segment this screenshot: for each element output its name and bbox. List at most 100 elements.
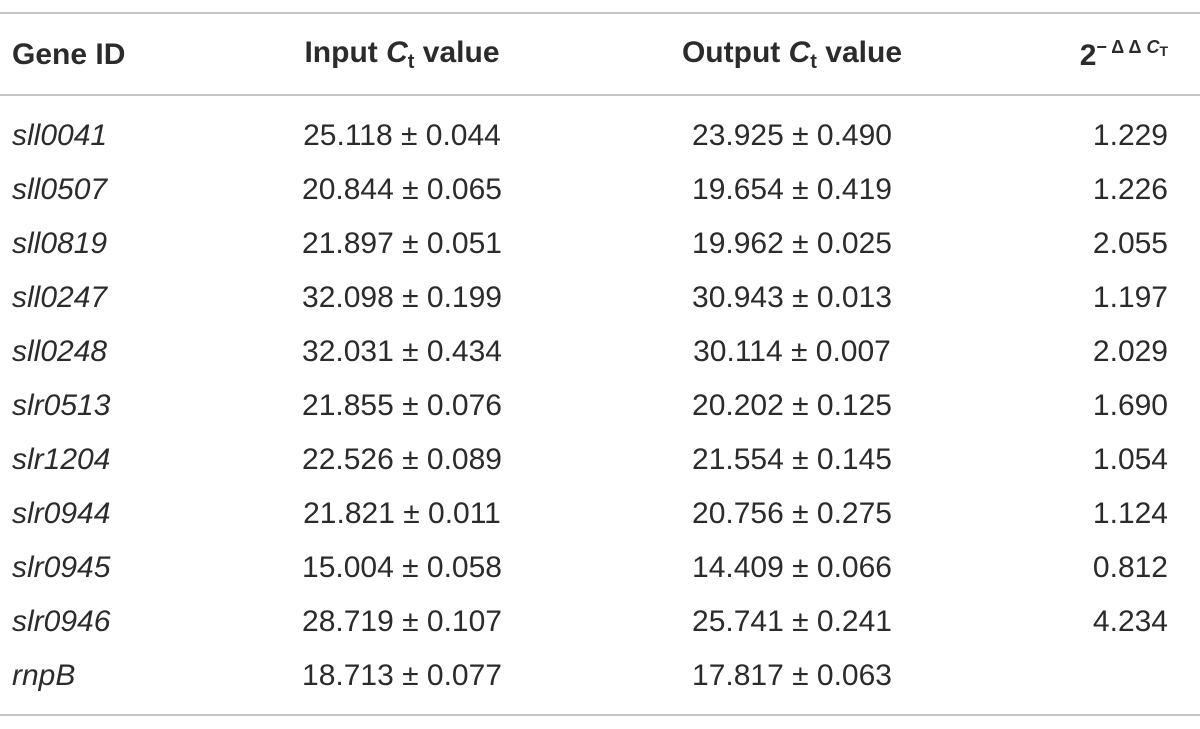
input-ct: 28.719 ± 0.107	[302, 605, 502, 638]
gene-id-cell: slr0513	[0, 379, 242, 433]
gene-id: slr1204	[12, 443, 111, 476]
gene-id-cell: slr0945	[0, 541, 242, 595]
header-rule	[0, 94, 1200, 96]
input-ct: 25.118 ± 0.044	[303, 119, 501, 152]
fold-change-cell: 1.226	[1022, 163, 1200, 217]
table-row: slr0946 28.719 ± 0.107 25.741 ± 0.241 4.234	[0, 595, 1200, 649]
input-ct-cell: 32.031 ± 0.434	[242, 325, 562, 379]
header-text: value	[816, 35, 903, 69]
gene-id: slr0513	[12, 389, 111, 422]
fold-change-cell: 0.812	[1022, 541, 1200, 595]
fold-change-cell	[1022, 649, 1200, 703]
output-ct: 21.554 ± 0.145	[692, 443, 892, 476]
output-ct: 25.741 ± 0.241	[692, 605, 892, 638]
table-body: sll0041 25.118 ± 0.044 23.925 ± 0.490 1.229…	[0, 95, 1200, 703]
header-superscript-text: − Δ Δ	[1096, 36, 1147, 57]
fold-change: 2.029	[1092, 335, 1168, 368]
gene-id: slr0944	[12, 497, 111, 530]
fold-change-cell: 2.055	[1022, 217, 1200, 271]
gene-id: rnpB	[12, 659, 76, 692]
output-ct-cell: 30.943 ± 0.013	[562, 271, 1022, 325]
output-ct-cell: 25.741 ± 0.241	[562, 595, 1022, 649]
header-subscript: t	[810, 50, 817, 73]
input-ct: 21.897 ± 0.051	[302, 227, 502, 260]
gene-id-cell: sll0819	[0, 217, 242, 271]
fold-change: 1.124	[1092, 497, 1168, 530]
fold-change-cell: 2.029	[1022, 325, 1200, 379]
data-table: Gene ID Input Ct value Output Ct value 2…	[0, 14, 1200, 703]
table-row: sll0248 32.031 ± 0.434 30.114 ± 0.007 2.029	[0, 325, 1200, 379]
output-ct-cell: 23.925 ± 0.490	[562, 95, 1022, 163]
gene-id: sll0819	[12, 227, 108, 260]
table-row: slr0944 21.821 ± 0.011 20.756 ± 0.275 1.124	[0, 487, 1200, 541]
gene-id: slr0946	[12, 605, 111, 638]
header-symbol: C	[386, 35, 408, 69]
gene-id: sll0507	[12, 173, 108, 206]
table-row: sll0247 32.098 ± 0.199 30.943 ± 0.013 1.197	[0, 271, 1200, 325]
gene-id-cell: sll0507	[0, 163, 242, 217]
header-row: Gene ID Input Ct value Output Ct value 2…	[0, 14, 1200, 95]
input-ct: 21.855 ± 0.076	[302, 389, 502, 422]
gene-id-cell: sll0247	[0, 271, 242, 325]
input-ct-cell: 21.855 ± 0.076	[242, 379, 562, 433]
gene-id-cell: slr0946	[0, 595, 242, 649]
input-ct: 15.004 ± 0.058	[302, 551, 502, 584]
fold-change: 2.055	[1092, 227, 1168, 260]
header-superscript: − Δ Δ CT	[1096, 36, 1168, 59]
table-row: slr0513 21.855 ± 0.076 20.202 ± 0.125 1.690	[0, 379, 1200, 433]
header-text: Input	[304, 35, 387, 69]
table-row: sll0041 25.118 ± 0.044 23.925 ± 0.490 1.229	[0, 95, 1200, 163]
input-ct-cell: 21.897 ± 0.051	[242, 217, 562, 271]
gene-id-cell: slr0944	[0, 487, 242, 541]
output-ct-cell: 14.409 ± 0.066	[562, 541, 1022, 595]
gene-id-cell: sll0248	[0, 325, 242, 379]
input-ct: 20.844 ± 0.065	[302, 173, 502, 206]
header-text: value	[414, 35, 500, 69]
gene-id-cell: slr1204	[0, 433, 242, 487]
fold-change-cell: 4.234	[1022, 595, 1200, 649]
fold-change-cell: 1.229	[1022, 95, 1200, 163]
output-ct-cell: 17.817 ± 0.063	[562, 649, 1022, 703]
bottom-rule	[0, 714, 1200, 716]
output-ct: 23.925 ± 0.490	[692, 119, 892, 152]
fold-change: 4.234	[1092, 605, 1168, 638]
gene-id: sll0248	[12, 335, 108, 368]
input-ct-cell: 21.821 ± 0.011	[242, 487, 562, 541]
output-ct: 17.817 ± 0.063	[692, 659, 892, 692]
header-cell: Gene ID	[0, 14, 242, 95]
gene-id: sll0247	[12, 281, 108, 314]
output-ct-cell: 21.554 ± 0.145	[562, 433, 1022, 487]
fold-change-cell: 1.197	[1022, 271, 1200, 325]
header-text: 2	[1079, 38, 1097, 72]
output-ct: 20.202 ± 0.125	[692, 389, 892, 422]
table-row: slr1204 22.526 ± 0.089 21.554 ± 0.145 1.054	[0, 433, 1200, 487]
input-ct-cell: 22.526 ± 0.089	[242, 433, 562, 487]
input-ct: 32.031 ± 0.434	[302, 335, 502, 368]
output-ct-cell: 30.114 ± 0.007	[562, 325, 1022, 379]
input-ct: 21.821 ± 0.011	[303, 497, 501, 530]
header-text: Gene ID	[12, 37, 126, 71]
header-text: Output	[681, 35, 789, 69]
input-ct-cell: 25.118 ± 0.044	[242, 95, 562, 163]
gene-id-cell: sll0041	[0, 95, 242, 163]
fold-change-cell: 1.124	[1022, 487, 1200, 541]
table-row: rnpB 18.713 ± 0.077 17.817 ± 0.063	[0, 649, 1200, 703]
input-ct: 32.098 ± 0.199	[302, 281, 502, 314]
fold-change-cell: 1.054	[1022, 433, 1200, 487]
fold-change: 1.226	[1092, 173, 1168, 206]
output-ct: 14.409 ± 0.066	[692, 551, 892, 584]
header-subscript: T	[1159, 42, 1168, 59]
header-symbol: C	[788, 35, 811, 69]
header-cell: 2− Δ Δ CT	[1022, 14, 1200, 95]
fold-change: 1.197	[1092, 281, 1168, 314]
fold-change: 1.690	[1092, 389, 1168, 422]
table-row: sll0819 21.897 ± 0.051 19.962 ± 0.025 2.055	[0, 217, 1200, 271]
table-row: slr0945 15.004 ± 0.058 14.409 ± 0.066 0.812	[0, 541, 1200, 595]
input-ct: 22.526 ± 0.089	[302, 443, 502, 476]
input-ct-cell: 28.719 ± 0.107	[242, 595, 562, 649]
output-ct: 30.114 ± 0.007	[693, 335, 891, 368]
fold-change-cell: 1.690	[1022, 379, 1200, 433]
fold-change: 1.054	[1092, 443, 1168, 476]
table-row: sll0507 20.844 ± 0.065 19.654 ± 0.419 1.226	[0, 163, 1200, 217]
